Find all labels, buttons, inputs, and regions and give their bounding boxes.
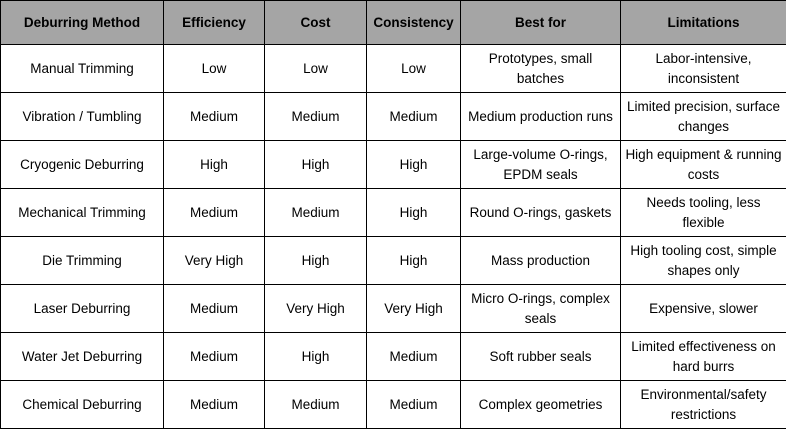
cell-efficiency: Medium — [163, 332, 265, 381]
cell-limitations: High equipment & running costs — [620, 140, 786, 189]
cell-best-for: Prototypes, small batches — [460, 44, 621, 93]
cell-method: Cryogenic Deburring — [0, 140, 164, 189]
cell-best-for: Complex geometries — [460, 380, 621, 429]
cell-efficiency: High — [163, 140, 265, 189]
cell-limitations: Limited effectiveness on hard burrs — [620, 332, 786, 381]
cell-consistency: High — [366, 236, 461, 285]
header-deburring-method: Deburring Method — [0, 0, 164, 45]
cell-consistency: Low — [366, 44, 461, 93]
cell-method: Die Trimming — [0, 236, 164, 285]
cell-consistency: Medium — [366, 92, 461, 141]
cell-best-for: Medium production runs — [460, 92, 621, 141]
cell-cost: High — [264, 236, 367, 285]
cell-best-for: Soft rubber seals — [460, 332, 621, 381]
cell-best-for: Mass production — [460, 236, 621, 285]
cell-efficiency: Low — [163, 44, 265, 93]
table-row: Cryogenic Deburring High High High Large… — [0, 140, 786, 189]
cell-efficiency: Medium — [163, 380, 265, 429]
table-row: Mechanical Trimming Medium Medium High R… — [0, 188, 786, 237]
cell-cost: Medium — [264, 92, 367, 141]
cell-cost: High — [264, 332, 367, 381]
cell-consistency: Very High — [366, 284, 461, 333]
cell-best-for: Large-volume O-rings, EPDM seals — [460, 140, 621, 189]
table-row: Vibration / Tumbling Medium Medium Mediu… — [0, 92, 786, 141]
table-row: Die Trimming Very High High High Mass pr… — [0, 236, 786, 285]
cell-cost: High — [264, 140, 367, 189]
cell-efficiency: Medium — [163, 188, 265, 237]
cell-efficiency: Medium — [163, 92, 265, 141]
header-cost: Cost — [264, 0, 367, 45]
cell-best-for: Round O-rings, gaskets — [460, 188, 621, 237]
header-best-for: Best for — [460, 0, 621, 45]
cell-cost: Medium — [264, 380, 367, 429]
table-row: Laser Deburring Medium Very High Very Hi… — [0, 284, 786, 333]
cell-method: Vibration / Tumbling — [0, 92, 164, 141]
cell-efficiency: Medium — [163, 284, 265, 333]
cell-method: Chemical Deburring — [0, 380, 164, 429]
cell-method: Manual Trimming — [0, 44, 164, 93]
cell-consistency: High — [366, 140, 461, 189]
cell-limitations: Labor-intensive, inconsistent — [620, 44, 786, 93]
cell-cost: Very High — [264, 284, 367, 333]
cell-limitations: Limited precision, surface changes — [620, 92, 786, 141]
cell-consistency: Medium — [366, 380, 461, 429]
table-row: Water Jet Deburring Medium High Medium S… — [0, 332, 786, 381]
cell-limitations: Expensive, slower — [620, 284, 786, 333]
cell-method: Mechanical Trimming — [0, 188, 164, 237]
cell-method: Water Jet Deburring — [0, 332, 164, 381]
cell-limitations: High tooling cost, simple shapes only — [620, 236, 786, 285]
cell-efficiency: Very High — [163, 236, 265, 285]
cell-limitations: Environmental/safety restrictions — [620, 380, 786, 429]
cell-cost: Low — [264, 44, 367, 93]
table-header-row: Deburring Method Efficiency Cost Consist… — [0, 0, 786, 45]
header-limitations: Limitations — [620, 0, 786, 45]
table-row: Chemical Deburring Medium Medium Medium … — [0, 380, 786, 429]
table-row: Manual Trimming Low Low Low Prototypes, … — [0, 44, 786, 93]
cell-consistency: Medium — [366, 332, 461, 381]
cell-cost: Medium — [264, 188, 367, 237]
cell-method: Laser Deburring — [0, 284, 164, 333]
header-efficiency: Efficiency — [163, 0, 265, 45]
cell-limitations: Needs tooling, less flexible — [620, 188, 786, 237]
cell-consistency: High — [366, 188, 461, 237]
header-consistency: Consistency — [366, 0, 461, 45]
cell-best-for: Micro O-rings, complex seals — [460, 284, 621, 333]
